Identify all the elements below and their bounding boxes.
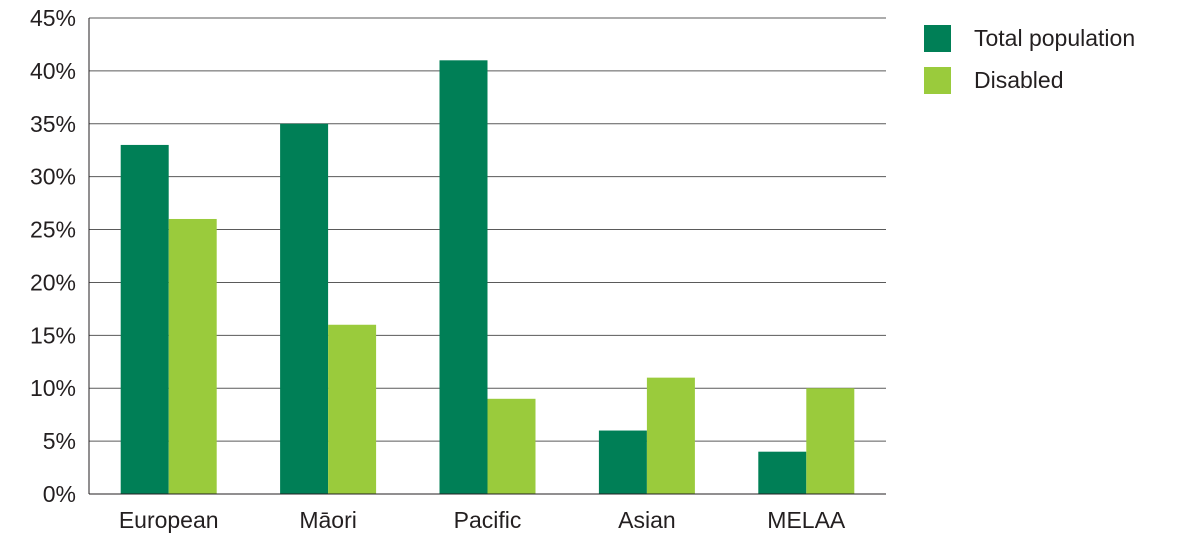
x-tick-label: MELAA — [767, 507, 846, 533]
bar — [120, 144, 169, 494]
x-tick-label: Asian — [618, 507, 676, 533]
y-tick-label: 30% — [30, 164, 76, 190]
y-tick-label: 10% — [30, 375, 76, 401]
bar — [487, 398, 536, 494]
x-tick-label: Māori — [299, 507, 357, 533]
bar — [439, 60, 488, 495]
tick-labels: 0% 5% 10% 15% 20% 25% 30% 35% 40% 45% European Māor… — [30, 5, 846, 533]
y-tick-label: 20% — [30, 269, 76, 295]
axes — [88, 18, 886, 495]
legend-swatch-total-population — [924, 24, 951, 52]
bar — [758, 451, 807, 494]
y-tick-label: 45% — [30, 5, 76, 31]
bar — [806, 388, 855, 494]
legend-label-disabled: Disabled — [974, 66, 1064, 93]
y-tick-label: 25% — [30, 217, 76, 243]
y-tick-label: 5% — [43, 428, 76, 454]
bar — [328, 324, 377, 494]
bar — [168, 218, 217, 494]
bar — [646, 377, 695, 494]
y-tick-label: 15% — [30, 322, 76, 348]
legend-item-disabled: Disabled — [924, 59, 1135, 101]
bar — [280, 123, 329, 495]
legend: Total population Disabled — [924, 17, 1135, 101]
x-tick-label: Pacific — [454, 507, 522, 533]
x-tick-label: European — [119, 507, 219, 533]
y-tick-label: 0% — [43, 481, 76, 507]
legend-label-total-population: Total population — [974, 24, 1136, 51]
bars — [120, 60, 855, 495]
bar — [598, 430, 647, 494]
y-tick-label: 40% — [30, 58, 76, 84]
legend-swatch-disabled — [924, 66, 951, 94]
y-tick-label: 35% — [30, 111, 76, 137]
legend-item-total-population: Total population — [924, 17, 1135, 59]
